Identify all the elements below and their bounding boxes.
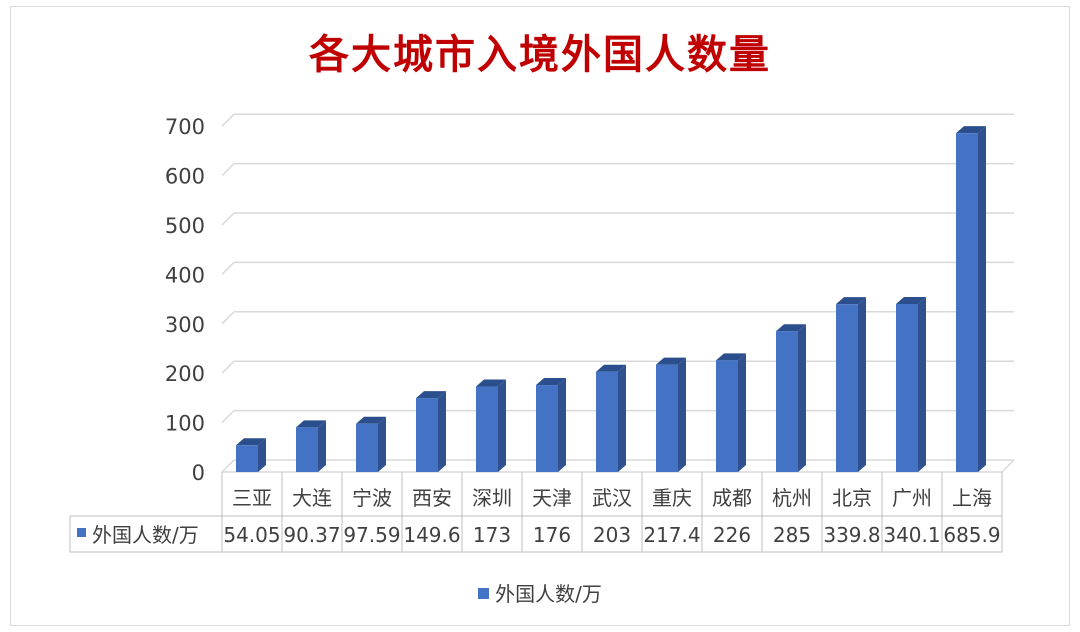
x-category-label: 西安 (412, 486, 452, 510)
bar-top (596, 364, 626, 372)
gridline-side (221, 459, 235, 473)
data-table-value: 285 (773, 523, 811, 547)
bar-side (978, 126, 986, 472)
bar-side (858, 297, 866, 472)
bar-top (236, 438, 266, 446)
bar (236, 445, 258, 472)
data-table-value: 340.1 (883, 523, 940, 547)
bar-top (476, 379, 506, 387)
bar-top (416, 391, 446, 399)
bar-side (798, 324, 806, 472)
y-tick-label: 600 (165, 165, 205, 189)
bar (656, 364, 678, 472)
x-category-label: 广州 (892, 486, 932, 510)
gridline-side (221, 113, 235, 127)
bar-side (258, 438, 266, 472)
bar (896, 303, 918, 472)
x-category-label: 成都 (712, 486, 752, 510)
x-category-label: 宁波 (352, 486, 392, 510)
data-table-value: 685.9 (943, 523, 1000, 547)
bar-top (776, 324, 806, 332)
y-tick-label: 100 (165, 412, 205, 436)
y-tick-label: 400 (165, 263, 205, 287)
bar-side (498, 379, 506, 472)
chart-frame (10, 6, 1070, 626)
x-category-label: 武汉 (592, 486, 632, 510)
x-category-label: 北京 (832, 486, 872, 510)
y-tick-label: 700 (165, 115, 205, 139)
bar-top (716, 353, 746, 361)
table-legend-key (77, 528, 86, 537)
bar (356, 423, 378, 472)
bar (956, 133, 978, 472)
x-category-label: 大连 (292, 486, 332, 510)
bar-top (296, 420, 326, 428)
bar-top (356, 416, 386, 424)
data-table-value: 217.4 (643, 523, 700, 547)
bar-side (378, 416, 386, 472)
data-table-value: 339.8 (823, 523, 880, 547)
floor-side (1001, 459, 1015, 473)
x-category-label: 天津 (532, 486, 572, 510)
legend-label: 外国人数/万 (495, 582, 602, 606)
data-table-value: 226 (713, 523, 751, 547)
x-category-label: 重庆 (652, 486, 692, 510)
table-series-label: 外国人数/万 (92, 523, 199, 547)
gridline-side (221, 410, 235, 424)
data-table-value: 203 (593, 523, 631, 547)
x-category-label: 上海 (952, 486, 992, 510)
data-table-value: 54.05 (223, 523, 280, 547)
bar-top (956, 126, 986, 134)
bar-top (896, 296, 926, 304)
bar-side (438, 391, 446, 472)
bar-top (656, 357, 686, 365)
y-tick-label: 200 (165, 362, 205, 386)
y-tick-label: 300 (165, 313, 205, 337)
x-category-label: 三亚 (232, 486, 272, 510)
bar-side (558, 378, 566, 472)
gridline-side (221, 163, 235, 177)
bar-side (678, 357, 686, 472)
gridline-side (221, 360, 235, 374)
data-table-value: 176 (533, 523, 571, 547)
bar (716, 360, 738, 472)
data-table-value: 149.6 (403, 523, 460, 547)
bar (836, 304, 858, 472)
data-table-value: 97.59 (343, 523, 400, 547)
bar (596, 371, 618, 472)
gridline-side (221, 311, 235, 325)
y-tick-label: 0 (192, 461, 205, 485)
bar (296, 427, 318, 472)
bar (776, 331, 798, 472)
bar-side (918, 296, 926, 472)
data-table-value: 90.37 (283, 523, 340, 547)
chart-title: 各大城市入境外国人数量 (309, 32, 771, 78)
x-category-label: 深圳 (472, 486, 512, 510)
bar (416, 398, 438, 472)
bar-side (618, 364, 626, 472)
legend: 外国人数/万 (0, 578, 1080, 607)
bar (476, 386, 498, 472)
x-category-label: 杭州 (772, 486, 812, 510)
y-tick-label: 500 (165, 214, 205, 238)
legend-swatch (478, 588, 490, 599)
gridline-side (221, 212, 235, 226)
bar-side (738, 353, 746, 472)
bar-side (318, 420, 326, 472)
bar-top (536, 378, 566, 386)
gridline-side (221, 261, 235, 275)
bar-top (836, 297, 866, 305)
bar (536, 385, 558, 472)
data-table-value: 173 (473, 523, 511, 547)
